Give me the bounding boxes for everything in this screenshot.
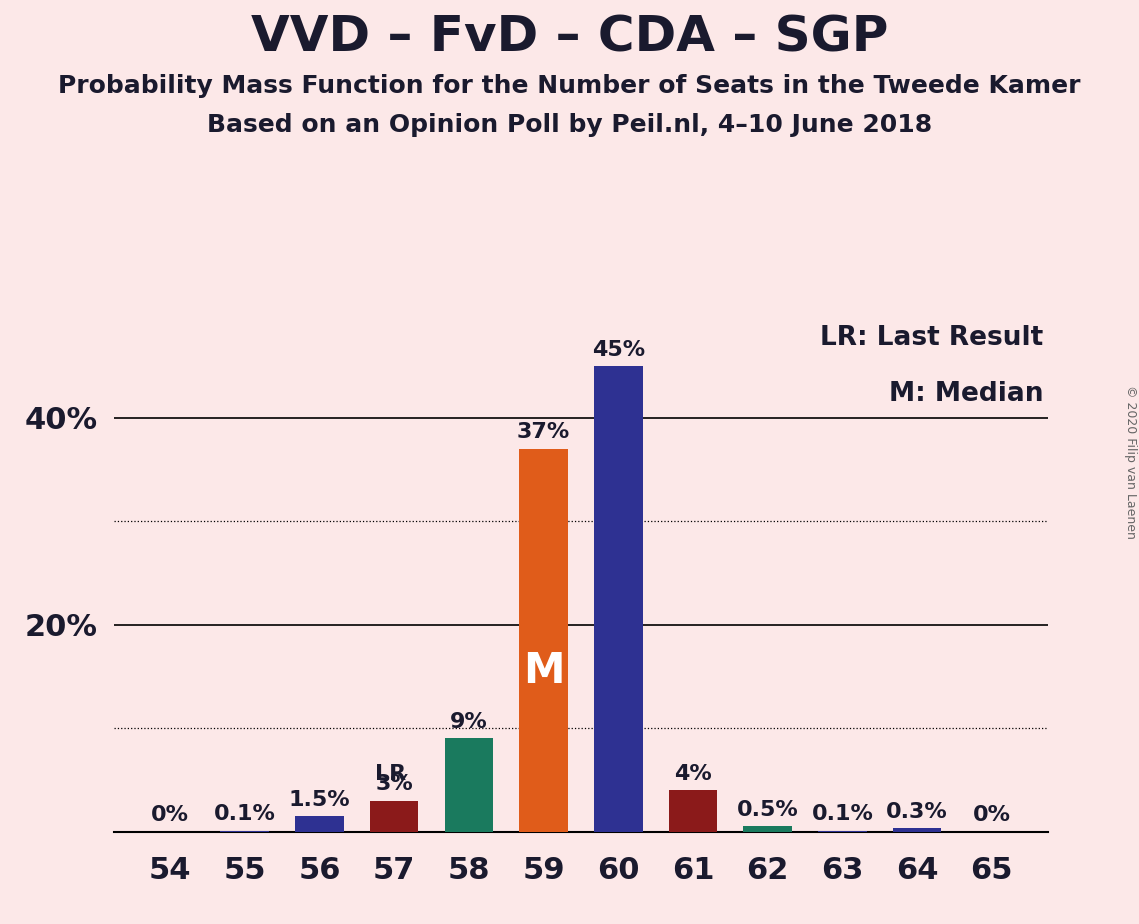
Text: 9%: 9% xyxy=(450,712,487,732)
Bar xyxy=(818,831,867,832)
Bar xyxy=(295,816,344,832)
Bar xyxy=(444,738,493,832)
Text: VVD – FvD – CDA – SGP: VVD – FvD – CDA – SGP xyxy=(251,14,888,62)
Text: 4%: 4% xyxy=(674,764,712,784)
Text: M: M xyxy=(523,650,564,692)
Bar xyxy=(519,449,568,832)
Text: Probability Mass Function for the Number of Seats in the Tweede Kamer: Probability Mass Function for the Number… xyxy=(58,74,1081,98)
Bar xyxy=(370,800,418,832)
Text: M: Median: M: Median xyxy=(888,382,1043,407)
Text: 0.3%: 0.3% xyxy=(886,802,948,822)
Text: © 2020 Filip van Laenen: © 2020 Filip van Laenen xyxy=(1124,385,1137,539)
Text: 0.1%: 0.1% xyxy=(214,805,276,824)
Bar xyxy=(593,366,642,832)
Text: 3%: 3% xyxy=(375,774,413,795)
Text: LR: LR xyxy=(375,764,405,784)
Text: Based on an Opinion Poll by Peil.nl, 4–10 June 2018: Based on an Opinion Poll by Peil.nl, 4–1… xyxy=(207,113,932,137)
Text: 0%: 0% xyxy=(973,806,1010,825)
Text: 37%: 37% xyxy=(517,422,571,443)
Text: 0.1%: 0.1% xyxy=(811,805,874,824)
Text: 45%: 45% xyxy=(591,340,645,359)
Bar xyxy=(220,831,269,832)
Bar xyxy=(669,790,718,832)
Text: 1.5%: 1.5% xyxy=(288,790,350,809)
Bar xyxy=(744,826,792,832)
Text: LR: Last Result: LR: Last Result xyxy=(820,324,1043,350)
Text: 0%: 0% xyxy=(151,806,189,825)
Text: 0.5%: 0.5% xyxy=(737,800,798,821)
Bar xyxy=(893,829,942,832)
